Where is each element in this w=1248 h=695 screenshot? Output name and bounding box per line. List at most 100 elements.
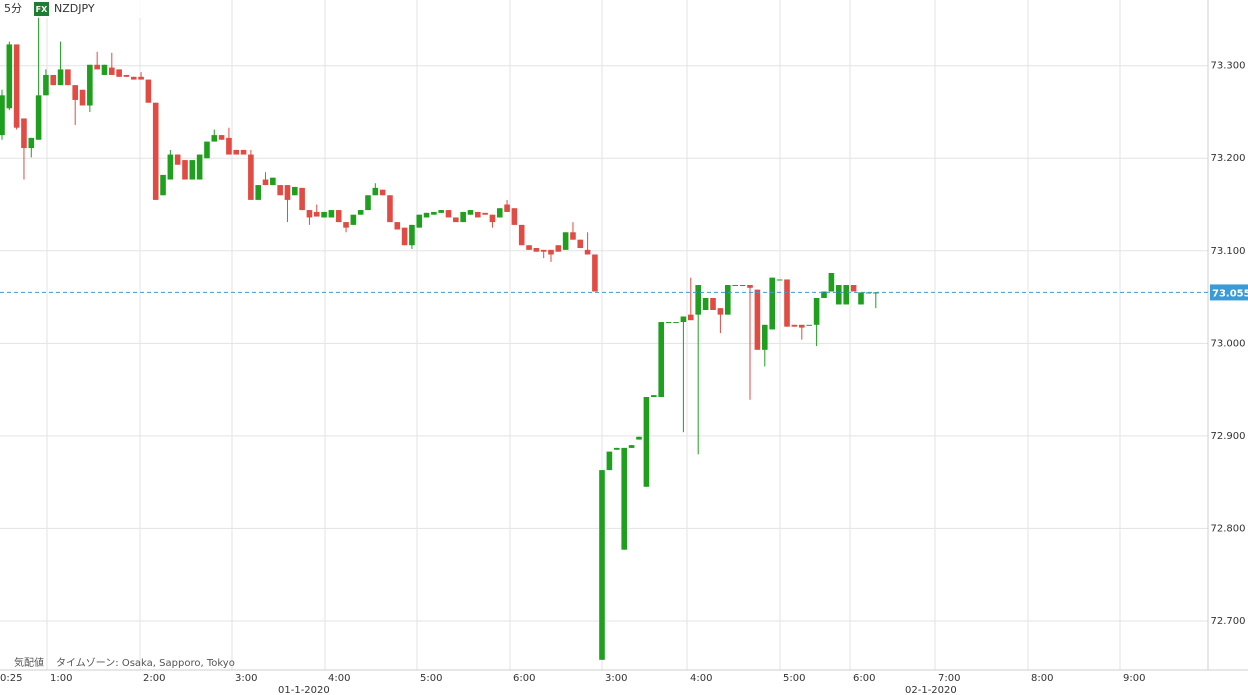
candle-body: [255, 185, 261, 200]
candle-body: [123, 74, 130, 77]
candle-body: [35, 95, 42, 140]
x-tick-label: 0:25: [0, 673, 22, 684]
candle-body: [328, 210, 335, 218]
candle-body: [725, 285, 731, 315]
candle-body: [621, 447, 627, 550]
candle-body: [710, 297, 716, 311]
candle-body: [717, 308, 724, 315]
x-tick-label: 6:00: [853, 673, 875, 684]
candle-body: [562, 232, 569, 250]
y-tick-label: 72.900: [1211, 431, 1246, 442]
candle-body: [218, 135, 225, 140]
candle-body: [240, 149, 247, 155]
candle-body: [292, 186, 298, 196]
candle-body: [270, 177, 276, 186]
y-tick-label: 73.100: [1211, 246, 1246, 257]
candle-body: [732, 285, 738, 287]
candle-body: [592, 254, 598, 292]
x-tick-label: 2:00: [143, 673, 165, 684]
candle-body: [196, 154, 203, 180]
candle-body: [50, 74, 57, 86]
candle-body: [489, 214, 496, 223]
candle-body: [445, 210, 452, 218]
candle-body: [828, 272, 835, 292]
x-tick-label: 4:00: [328, 673, 350, 684]
candle-body: [799, 324, 805, 328]
candle-body: [174, 154, 181, 165]
candle-body: [277, 185, 283, 196]
candle-body: [643, 397, 650, 487]
x-tick-label: 3:00: [605, 673, 627, 684]
candle-body: [482, 212, 488, 215]
symbol: NZDJPY: [54, 2, 95, 15]
candle-body: [526, 245, 532, 250]
candle-body: [94, 64, 100, 70]
candle-body: [109, 67, 115, 75]
candle-body: [372, 187, 379, 196]
candle-body: [843, 285, 849, 305]
candle-body: [313, 211, 320, 217]
candle-body: [504, 204, 510, 212]
candle-body: [423, 212, 430, 218]
badge-text: FX: [36, 5, 48, 14]
candle-body: [130, 76, 137, 80]
candle-body: [284, 185, 291, 200]
candle-body: [460, 211, 466, 223]
candle-body: [614, 447, 620, 450]
candle-body: [6, 44, 13, 109]
header-bg: [0, 0, 190, 18]
date-label: 01-1-2020: [278, 685, 330, 695]
timezone: タイムゾーン: Osaka, Sapporo, Tokyo: [56, 657, 235, 669]
candle-body: [784, 279, 790, 327]
candle-body: [438, 210, 444, 213]
candle-body: [518, 224, 525, 246]
candle-body: [467, 210, 474, 215]
candle-body: [182, 160, 188, 180]
candle-body: [836, 285, 842, 305]
candle-body: [365, 195, 371, 211]
candle-body: [555, 245, 562, 252]
candle-body: [116, 69, 122, 77]
candle-body: [511, 208, 518, 225]
candle-body: [138, 76, 144, 80]
candle-body: [548, 249, 554, 255]
candle-body: [145, 79, 152, 103]
candle-body: [570, 232, 576, 240]
x-tick-label: 5:00: [420, 673, 442, 684]
y-tick-label: 73.000: [1211, 338, 1246, 349]
candle-body: [211, 135, 218, 142]
candle-body: [204, 141, 210, 159]
candle-body: [821, 291, 827, 298]
interval: 5分: [4, 2, 22, 15]
candle-body: [754, 289, 761, 350]
candle-body: [0, 95, 5, 136]
y-tick-label: 73.200: [1211, 153, 1246, 164]
candle-body: [496, 208, 503, 218]
candle-body: [688, 314, 694, 321]
candle-body: [189, 160, 196, 180]
candle-body: [762, 324, 768, 350]
current-price-box: [1210, 284, 1248, 301]
candle-body: [475, 211, 481, 218]
candle-body: [540, 249, 547, 252]
candle-body: [21, 118, 27, 149]
candle-body: [306, 210, 313, 218]
candle-body: [262, 179, 269, 186]
candle-body: [813, 297, 820, 325]
candle-body: [13, 44, 20, 128]
candle-body: [791, 324, 798, 327]
candle-body: [695, 285, 701, 315]
candle-body: [739, 285, 746, 287]
x-tick-label: 5:00: [783, 673, 805, 684]
x-tick-label: 3:00: [235, 673, 257, 684]
candle-body: [65, 69, 71, 86]
candle-body: [401, 227, 408, 246]
candle-body: [850, 285, 857, 292]
candle-body: [769, 277, 775, 330]
candle-body: [702, 297, 709, 311]
candle-body: [335, 210, 342, 223]
candle-body: [343, 222, 349, 228]
candle-body: [599, 470, 605, 660]
